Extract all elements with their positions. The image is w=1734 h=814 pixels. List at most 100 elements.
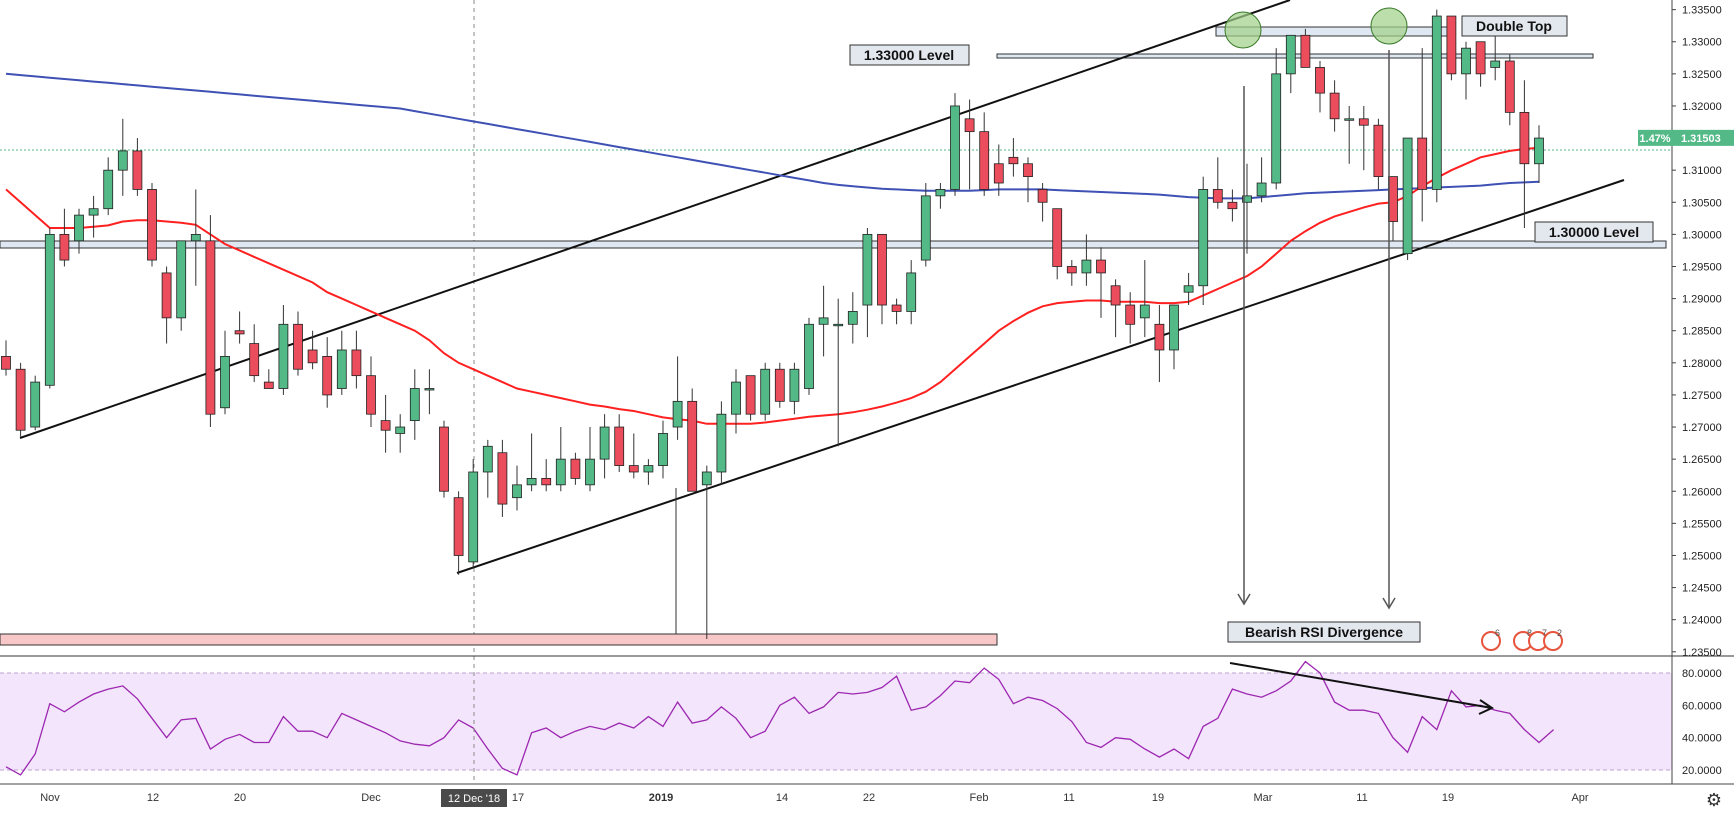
- time-tick-label: Mar: [1254, 792, 1273, 804]
- gear-icon[interactable]: ⚙: [1705, 790, 1723, 810]
- price-axis[interactable]: 1.335001.330001.325001.320001.315001.310…: [1638, 0, 1734, 784]
- level-130-band: [0, 240, 1667, 249]
- rsi-band: [0, 672, 1672, 771]
- flag-icon: [1543, 631, 1563, 651]
- candle: [1475, 41, 1486, 87]
- candle: [1285, 34, 1296, 94]
- candle-body: [599, 426, 610, 460]
- candle: [468, 459, 479, 569]
- candle: [1519, 80, 1530, 228]
- candle-body: [395, 426, 406, 434]
- candle: [132, 138, 143, 196]
- time-tick-label: 11: [1356, 792, 1367, 804]
- candle-body: [263, 381, 274, 389]
- candle-body: [409, 388, 420, 422]
- time-tick-label: 14: [776, 792, 788, 804]
- candle: [1125, 292, 1136, 344]
- candle-body: [585, 458, 595, 486]
- event-badge: 6: [1481, 628, 1501, 651]
- price-tick-label: 1.33000: [1682, 37, 1722, 49]
- level-130-label: 1.30000 Level: [1534, 221, 1654, 243]
- candle-body: [1227, 201, 1238, 210]
- candle: [614, 414, 625, 472]
- candle-body: [833, 323, 844, 327]
- price-tick-label: 1.29500: [1682, 261, 1722, 273]
- candle: [1315, 61, 1325, 113]
- candle-body: [862, 233, 873, 306]
- candle-body: [103, 169, 114, 210]
- candle: [512, 465, 522, 511]
- candle: [424, 369, 435, 415]
- candle-body: [205, 240, 216, 415]
- rsi-pane: [0, 660, 1672, 776]
- candle-body: [658, 433, 668, 466]
- price-tick-label: 1.26000: [1682, 486, 1722, 498]
- candle-body: [380, 420, 391, 431]
- candle-body: [1417, 137, 1428, 190]
- candle: [1154, 305, 1165, 383]
- candle-body: [935, 189, 946, 197]
- candle-body: [541, 478, 552, 486]
- price-tick-label: 1.30500: [1682, 197, 1722, 209]
- candle-body: [1329, 92, 1340, 120]
- candle-body: [979, 131, 990, 190]
- candle: [789, 362, 800, 415]
- candle-body: [1431, 15, 1442, 190]
- candle: [541, 459, 552, 492]
- candle-body: [249, 343, 260, 377]
- ema-red-line: [5, 146, 1540, 425]
- last-price-tag: [1673, 129, 1734, 146]
- candle: [234, 311, 245, 344]
- candle: [59, 208, 70, 267]
- candle: [366, 356, 376, 428]
- candle-body: [366, 375, 376, 415]
- candle-body: [891, 304, 902, 312]
- rsi-tick-label: 20.0000: [1682, 765, 1722, 777]
- candle: [249, 324, 260, 383]
- candle: [964, 99, 975, 190]
- candle: [205, 215, 216, 428]
- lower-channel-line: [456, 179, 1625, 574]
- candle: [672, 356, 683, 440]
- candle: [701, 465, 712, 639]
- arrow-head: [1382, 597, 1396, 610]
- candle: [351, 330, 362, 389]
- last-price-text: 1.31503: [1681, 133, 1721, 145]
- candle-body: [1183, 285, 1194, 293]
- candle: [716, 401, 727, 485]
- candle: [585, 427, 595, 492]
- candle-body: [1154, 323, 1165, 351]
- time-tick-label: Nov: [40, 792, 60, 804]
- candle-body: [307, 349, 318, 364]
- candle: [307, 330, 318, 370]
- candle-body: [1519, 111, 1530, 165]
- time-tick-label: 17: [512, 792, 524, 804]
- candle: [1212, 157, 1223, 209]
- candle: [862, 227, 873, 338]
- candle: [176, 240, 187, 331]
- price-tick-label: 1.23500: [1682, 647, 1722, 659]
- candle: [117, 118, 128, 196]
- candle-body: [176, 240, 187, 319]
- time-tick-label: Feb: [970, 792, 989, 804]
- candle: [380, 394, 391, 453]
- candle-body: [1315, 67, 1325, 94]
- candle-body: [424, 388, 435, 391]
- price-tick-label: 1.29000: [1682, 294, 1722, 306]
- candle: [278, 305, 289, 395]
- candle-body: [59, 233, 70, 261]
- price-tick-label: 1.32500: [1682, 69, 1722, 81]
- candle: [453, 491, 464, 575]
- candle: [1096, 247, 1106, 318]
- double-top-label: Double Top: [1461, 15, 1568, 37]
- candle: [1052, 208, 1063, 280]
- candle-body: [614, 426, 625, 466]
- candle: [1490, 35, 1501, 81]
- price-tick-label: 1.27500: [1682, 390, 1722, 402]
- candle-body: [701, 471, 712, 486]
- candle-body: [1461, 47, 1471, 75]
- candle-body: [132, 150, 143, 190]
- candle-body: [1212, 189, 1223, 203]
- time-axis[interactable]: Nov 12 20 Dec 17 2019 14 22 Feb 11 19 Mar 11 19 Apr 12 …: [0, 783, 1734, 807]
